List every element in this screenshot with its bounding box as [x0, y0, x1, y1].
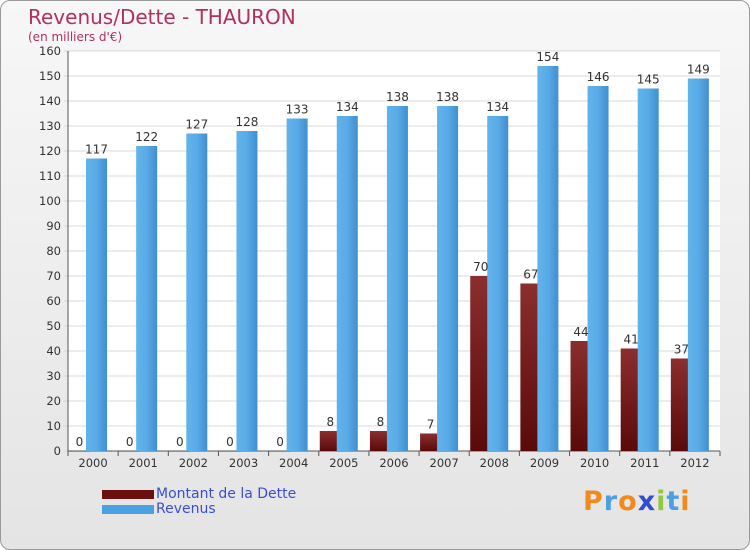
x-tick-label-2012: 2012	[680, 456, 709, 470]
bar-debt-2000	[69, 451, 90, 452]
data-label-revenue-2008: 134	[486, 100, 509, 114]
data-label-debt-2002: 0	[176, 435, 184, 449]
data-label-revenue-2010: 146	[587, 70, 610, 84]
bar-debt-2004	[269, 451, 291, 452]
bar-debt-2007	[420, 433, 442, 451]
bar-revenue-2003	[236, 131, 258, 451]
data-label-revenue-2000: 117	[85, 143, 108, 157]
logo-letter: r	[603, 486, 619, 517]
chart-subtitle: (en milliers d'€)	[28, 30, 123, 44]
bar-debt-2003	[219, 451, 241, 452]
data-label-revenue-2002: 127	[185, 118, 208, 132]
y-tick-label: 0	[54, 444, 61, 458]
y-tick-label: 60	[46, 294, 61, 308]
data-label-debt-2006: 8	[377, 415, 385, 429]
data-label-debt-2000: 0	[76, 435, 84, 449]
y-tick-label: 80	[46, 244, 61, 258]
data-label-debt-2009: 67	[523, 268, 538, 282]
logo-letter: i	[656, 486, 667, 517]
logo-letter: x	[637, 486, 657, 517]
data-label-revenue-2012: 149	[687, 63, 710, 77]
legend-swatch-debt	[102, 490, 154, 499]
logo-letter: P	[583, 486, 604, 517]
x-tick-label-2007: 2007	[430, 456, 459, 470]
bar-revenue-2004	[286, 118, 308, 451]
logo-letter: o	[618, 486, 638, 517]
y-tick-label: 110	[39, 169, 61, 183]
x-tick-label-2004: 2004	[279, 456, 308, 470]
bar-debt-2009	[520, 283, 542, 451]
bar-debt-2011	[620, 348, 642, 451]
y-tick-label: 50	[46, 319, 61, 333]
bar-debt-2001	[119, 451, 141, 452]
y-tick-label: 120	[39, 144, 61, 158]
bar-revenue-2010	[587, 86, 609, 451]
bar-debt-2010	[570, 341, 592, 451]
bar-revenue-2001	[136, 146, 158, 451]
y-tick-label: 20	[46, 394, 61, 408]
data-label-revenue-2011: 145	[637, 73, 660, 87]
legend-swatch-revenue	[102, 505, 154, 514]
x-tick-label-2006: 2006	[379, 456, 408, 470]
bar-debt-2002	[169, 451, 191, 452]
x-tick-label-2008: 2008	[480, 456, 509, 470]
x-tick-label-2010: 2010	[580, 456, 609, 470]
x-tick-label-2005: 2005	[329, 456, 358, 470]
data-label-debt-2011: 41	[624, 333, 639, 347]
data-label-revenue-2003: 128	[236, 115, 259, 129]
data-label-debt-2008: 70	[473, 260, 488, 274]
bar-debt-2008	[470, 276, 492, 451]
legend-label-debt: Montant de la Dette	[156, 486, 297, 502]
x-tick-label-2000: 2000	[78, 456, 107, 470]
legend-label-revenue: Revenus	[156, 501, 216, 517]
y-tick-label: 90	[46, 219, 61, 233]
data-label-revenue-2009: 154	[536, 50, 559, 64]
bar-debt-2012	[670, 358, 692, 451]
bar-revenue-2012	[687, 78, 709, 451]
y-tick-label: 100	[39, 194, 61, 208]
bar-revenue-2008	[487, 116, 509, 451]
proxiti-logo: Proxiti	[583, 486, 691, 517]
y-tick-label: 140	[39, 94, 61, 108]
bar-revenue-2002	[186, 133, 208, 451]
data-label-revenue-2006: 138	[386, 90, 409, 104]
bar-revenue-2011	[637, 88, 659, 451]
data-label-debt-2005: 8	[326, 415, 334, 429]
bar-debt-2006	[369, 431, 391, 451]
y-tick-label: 70	[46, 269, 61, 283]
data-label-debt-2004: 0	[276, 435, 284, 449]
bar-revenue-2006	[386, 106, 408, 451]
y-tick-label: 150	[39, 69, 61, 83]
x-tick-label-2003: 2003	[229, 456, 258, 470]
x-tick-label-2002: 2002	[179, 456, 208, 470]
y-tick-label: 160	[39, 44, 61, 58]
bar-revenue-2000	[86, 158, 107, 451]
bar-revenue-2005	[336, 116, 358, 451]
bar-revenue-2009	[537, 66, 559, 451]
bar-revenue-2007	[437, 106, 459, 451]
data-label-debt-2010: 44	[573, 325, 588, 339]
x-tick-label-2001: 2001	[129, 456, 158, 470]
data-label-revenue-2001: 122	[135, 130, 158, 144]
x-tick-label-2009: 2009	[530, 456, 559, 470]
logo-letter: i	[680, 486, 691, 517]
logo-letter: t	[666, 486, 681, 517]
data-label-debt-2007: 7	[427, 418, 435, 432]
data-label-revenue-2007: 138	[436, 90, 459, 104]
data-label-debt-2001: 0	[126, 435, 134, 449]
data-label-debt-2003: 0	[226, 435, 234, 449]
y-tick-label: 130	[39, 119, 61, 133]
y-tick-label: 10	[46, 419, 61, 433]
data-label-revenue-2004: 133	[286, 103, 309, 117]
y-tick-label: 30	[46, 369, 61, 383]
bar-debt-2005	[319, 431, 341, 451]
x-tick-label-2011: 2011	[630, 456, 659, 470]
chart-title: Revenus/Dette - THAURON	[28, 5, 296, 29]
data-label-revenue-2005: 134	[336, 100, 359, 114]
y-tick-label: 40	[46, 344, 61, 358]
data-label-debt-2012: 37	[674, 343, 689, 357]
